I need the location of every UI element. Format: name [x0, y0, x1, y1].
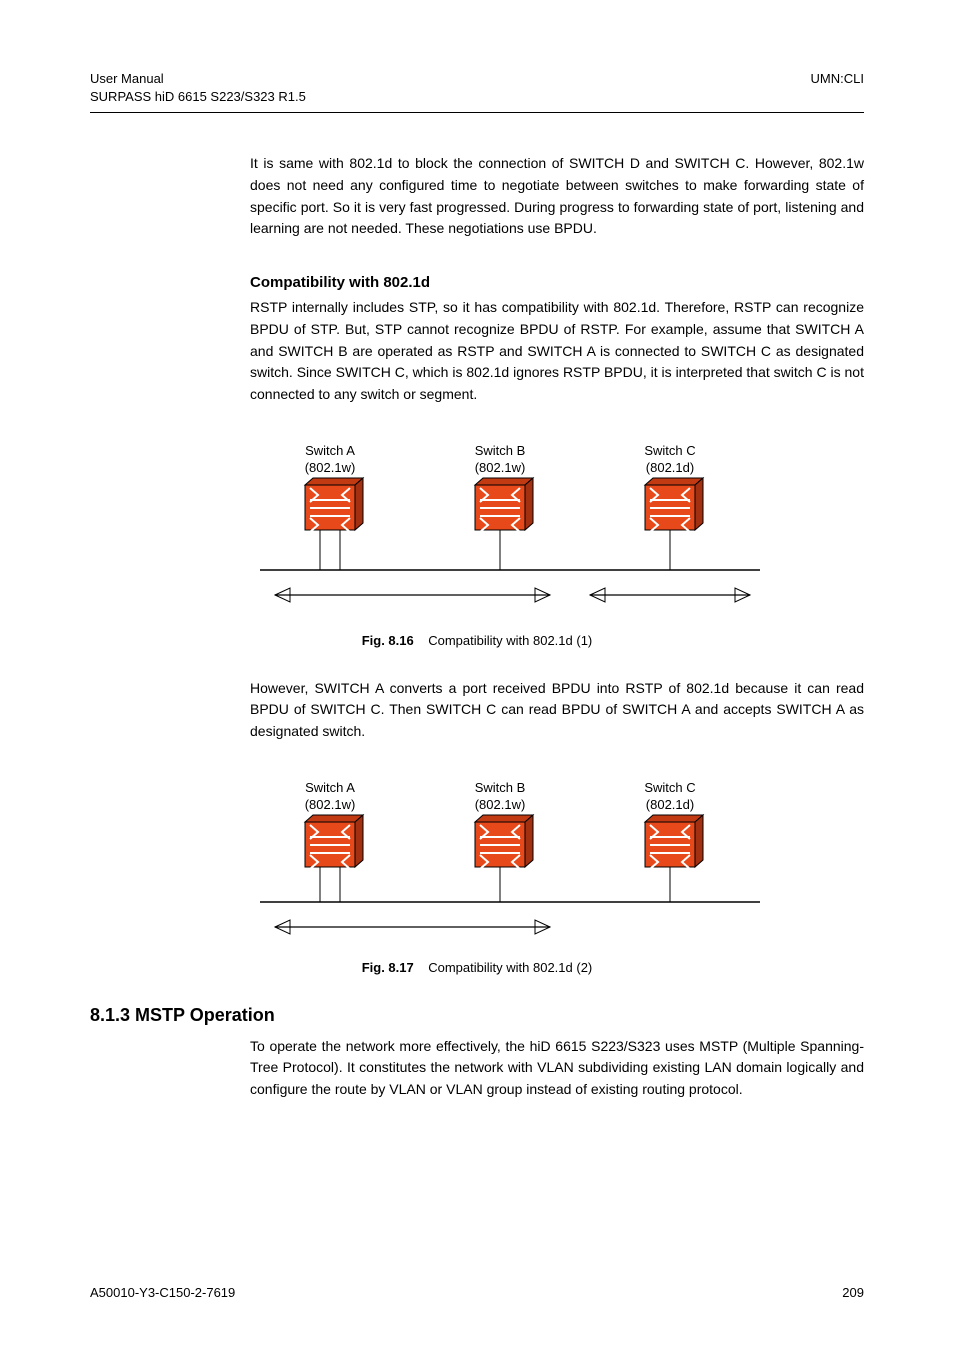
- switch-icon: [475, 478, 533, 532]
- d2-label-c-name: Switch C: [644, 780, 695, 795]
- arrow-single: [275, 920, 550, 934]
- d1-label-b-name: Switch B: [475, 443, 526, 458]
- fig-text-1: Compatibility with 802.1d (1): [428, 633, 592, 648]
- header-left: User Manual SURPASS hiD 6615 S223/S323 R…: [90, 70, 306, 106]
- arrow-left: [275, 588, 550, 602]
- page-footer: A50010-Y3-C150-2-7619 209: [90, 1285, 864, 1300]
- page-header: User Manual SURPASS hiD 6615 S223/S323 R…: [90, 70, 864, 106]
- paragraph-2: RSTP internally includes STP, so it has …: [250, 297, 864, 405]
- section-heading-mstp: 8.1.3 MSTP Operation: [90, 1005, 864, 1026]
- arrow-right: [590, 588, 750, 602]
- d2-label-b-name: Switch B: [475, 780, 526, 795]
- subheading-compat: Compatibility with 802.1d: [250, 274, 864, 291]
- d1-label-c-proto: (802.1d): [646, 460, 694, 475]
- footer-page-number: 209: [842, 1285, 864, 1300]
- fig-text-2: Compatibility with 802.1d (2): [428, 960, 592, 975]
- paragraph-1: It is same with 802.1d to block the conn…: [250, 153, 864, 240]
- page: User Manual SURPASS hiD 6615 S223/S323 R…: [0, 0, 954, 1350]
- d2-label-a-name: Switch A: [305, 780, 355, 795]
- figure-caption-2: Fig. 8.17 Compatibility with 802.1d (2): [90, 960, 864, 975]
- d2-label-c-proto: (802.1d): [646, 797, 694, 812]
- footer-doc-id: A50010-Y3-C150-2-7619: [90, 1285, 235, 1300]
- paragraph-3: However, SWITCH A converts a port receiv…: [250, 678, 864, 743]
- fig-prefix-1: Fig. 8.16: [362, 633, 414, 648]
- diagram-1-svg: Switch A (802.1w) Switch B (802.1w) Swit…: [250, 440, 770, 620]
- switch-icon: [305, 478, 363, 532]
- figure-caption-1: Fig. 8.16 Compatibility with 802.1d (1): [90, 633, 864, 648]
- d1-label-a-name: Switch A: [305, 443, 355, 458]
- header-rule: [90, 112, 864, 113]
- switch-icon: [645, 815, 703, 869]
- d2-label-b-proto: (802.1w): [475, 797, 526, 812]
- switch-icon: [645, 478, 703, 532]
- switch-icon: [475, 815, 533, 869]
- d1-label-b-proto: (802.1w): [475, 460, 526, 475]
- paragraph-4: To operate the network more effectively,…: [250, 1036, 864, 1101]
- diagram-1: Switch A (802.1w) Switch B (802.1w) Swit…: [250, 440, 864, 625]
- diagram-2: Switch A (802.1w) Switch B (802.1w) Swit…: [250, 777, 864, 952]
- header-right: UMN:CLI: [811, 70, 864, 106]
- switch-icon: [305, 815, 363, 869]
- fig-prefix-2: Fig. 8.17: [362, 960, 414, 975]
- d1-label-c-name: Switch C: [644, 443, 695, 458]
- d2-label-a-proto: (802.1w): [305, 797, 356, 812]
- header-title-2: SURPASS hiD 6615 S223/S323 R1.5: [90, 88, 306, 106]
- diagram-2-svg: Switch A (802.1w) Switch B (802.1w) Swit…: [250, 777, 770, 947]
- header-title-1: User Manual: [90, 70, 306, 88]
- d1-label-a-proto: (802.1w): [305, 460, 356, 475]
